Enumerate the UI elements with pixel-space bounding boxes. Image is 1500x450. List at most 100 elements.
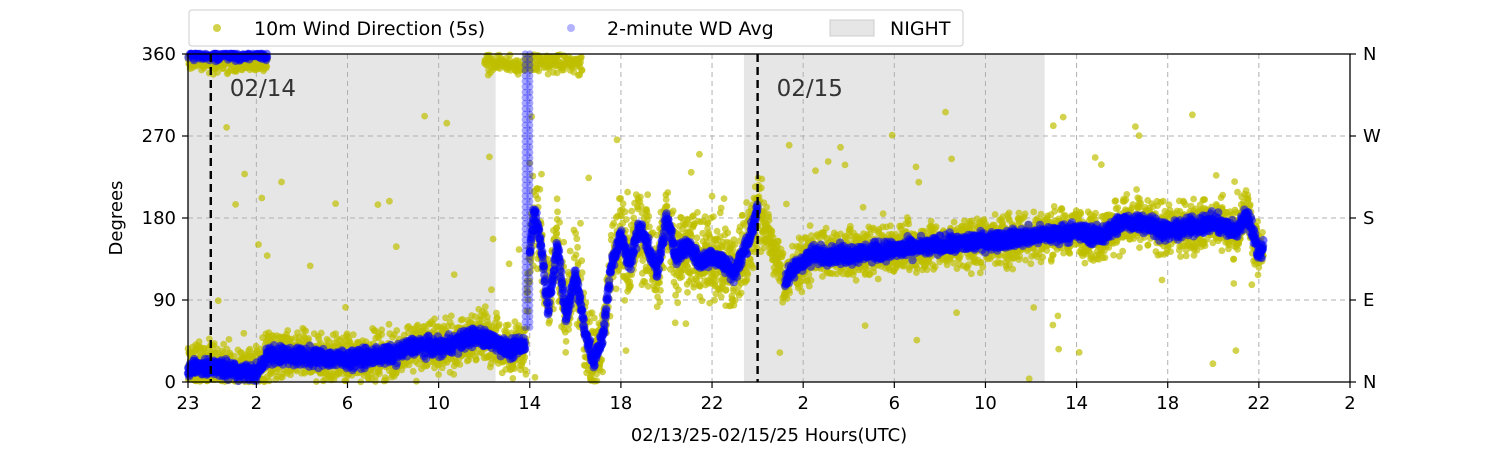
wind5s-point [708,192,716,200]
wind5s-point [743,199,750,206]
wind5s-point [534,195,542,203]
wind5s-point [1030,304,1038,311]
wind5s-point [562,338,570,345]
wind5s-point [278,178,285,186]
wind5s-point [1025,375,1033,383]
wind5s-point [536,185,544,193]
wind5s-point [619,200,627,208]
wind5s-point [535,67,543,75]
wind5s-point [693,234,701,242]
wind5s-point [577,53,585,61]
wind5s-point [241,170,249,178]
wind5s-point [302,327,310,335]
wind5s-point [859,203,867,211]
wind5s-point [671,319,679,327]
wind5s-point [1055,345,1063,353]
wind5s-point [656,279,663,286]
wind5s-point [628,207,636,215]
wind5s-point [757,184,765,192]
wind5s-point [214,69,221,76]
wind5s-point [527,267,534,275]
wind5s-point [888,131,896,139]
wind5s-point [785,141,793,149]
wind5s-point [948,155,955,163]
wind5s-point [522,370,530,378]
wind5s-point [526,159,533,167]
wind5s-point [414,321,422,329]
wind5s-point [1051,208,1058,215]
wind5s-point [1005,209,1013,217]
wind5s-point [852,277,860,284]
wind5s-point [431,315,438,323]
wind5s-point [749,264,757,272]
wind5s-point [861,322,869,329]
wind5s-point [656,298,664,306]
wind5s-point [710,213,717,221]
wind5s-point [927,217,935,225]
wind5s-point [698,297,706,305]
wind5s-point [932,223,940,231]
wind5s-point [232,201,240,208]
wind5s-point [644,283,652,290]
wind5s-point [1101,254,1109,261]
wind5s-point [572,251,580,259]
wind5s-point [574,243,581,251]
wind5s-point [1092,209,1099,217]
wind5s-point [713,227,721,235]
wind5s-point [942,108,949,116]
wind5s-point [489,235,497,243]
wind5s-point [731,241,739,248]
wind5s-point [624,188,631,196]
wind5s-point [786,289,793,297]
wind5s-point [495,320,503,328]
wind5s-point [713,276,720,284]
wind5s-point [1049,321,1057,329]
wind5s-point [240,329,248,337]
wind5s-point [798,288,806,296]
wind5s-point [1058,205,1066,213]
wind5s-point [376,370,383,377]
wind5s-point [694,209,701,216]
wind5s-point [553,224,561,232]
wind5s-point [515,322,523,329]
wind5s-point [511,365,518,372]
wind5s-point [623,216,630,223]
wind5s-point [644,191,652,199]
wind5s-point [486,153,493,161]
wind5s-point [1027,260,1035,268]
wind5s-point [1081,259,1089,267]
wind5s-point [447,312,455,320]
wind5s-point [678,214,685,222]
wind5s-point [210,340,218,347]
wind5s-point [424,361,431,369]
wind5s-point [1097,161,1105,169]
wind5s-point [263,63,271,70]
wind5s-point [722,286,730,294]
wind5s-point [528,113,536,120]
wind5s-point [760,244,768,252]
wind5s-point [612,285,620,293]
wind5s-point [672,291,679,299]
wind5s-point [887,222,894,230]
wind5s-point [553,229,561,237]
wind5s-point [450,271,458,278]
wind5s-point [758,175,766,183]
wind5s-point [529,172,537,180]
wind5s-point [1066,250,1074,257]
wind5s-point [484,313,491,321]
wind5s-point [950,218,958,226]
wind5s-point [663,202,671,210]
wind5s-point [515,246,523,253]
wind5s-point [687,168,695,176]
wind5s-point [774,237,782,245]
wind5s-point [546,317,554,324]
wind5s-point [258,194,266,202]
wind5s-point [913,336,921,344]
wind5s-point [195,338,203,346]
wind5s-point [1009,265,1017,273]
wind5s-point [627,282,634,290]
wind5s-point [621,208,629,216]
wind5s-point [556,219,563,226]
wind5s-point [591,314,598,322]
